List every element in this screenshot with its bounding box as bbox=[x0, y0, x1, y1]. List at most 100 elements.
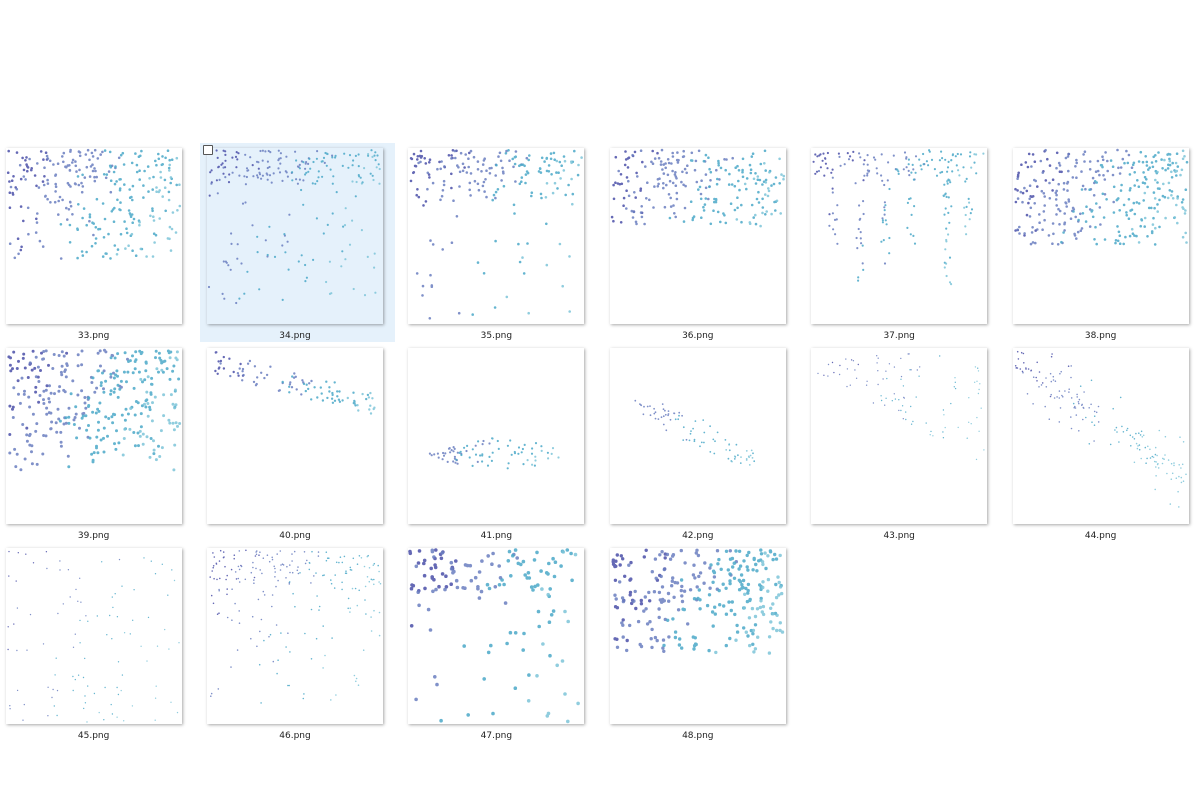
confetti-dots bbox=[210, 550, 320, 697]
confetti-dots bbox=[410, 149, 471, 207]
confetti-dots bbox=[346, 391, 376, 415]
file-item[interactable]: 34.png bbox=[200, 143, 395, 342]
file-name: 37.png bbox=[883, 331, 915, 341]
confetti-dots bbox=[1013, 150, 1070, 237]
confetti-dots bbox=[209, 549, 260, 615]
file-name: 39.png bbox=[77, 531, 110, 541]
file-name: 36.png bbox=[682, 331, 714, 341]
thumbnail bbox=[5, 148, 182, 324]
file-item[interactable]: 47.png bbox=[401, 543, 596, 742]
file-item[interactable]: 41.png bbox=[401, 343, 596, 542]
thumbnail bbox=[408, 548, 585, 724]
file-item[interactable]: 35.png bbox=[401, 143, 596, 342]
file-item[interactable]: 42.png bbox=[603, 343, 798, 542]
thumbnail-image bbox=[817, 353, 985, 461]
file-item[interactable]: 33.png bbox=[0, 143, 194, 342]
thumbnail bbox=[609, 148, 786, 324]
thumbnail-image bbox=[214, 351, 376, 415]
thumbnail bbox=[811, 148, 988, 324]
file-item[interactable]: 43.png bbox=[804, 343, 999, 542]
thumbnail bbox=[5, 348, 182, 524]
thumbnail bbox=[207, 548, 383, 724]
file-name: 41.png bbox=[480, 531, 513, 541]
confetti-dots bbox=[880, 355, 979, 439]
confetti-dots bbox=[7, 550, 47, 651]
confetti-dots bbox=[121, 350, 181, 472]
thumbnail-image bbox=[611, 548, 784, 655]
confetti-dots bbox=[471, 149, 580, 316]
file-name: 45.png bbox=[77, 731, 110, 741]
confetti-dots bbox=[857, 149, 978, 282]
confetti-dots bbox=[943, 152, 985, 286]
thumbnail-image bbox=[6, 148, 181, 260]
thumbnail bbox=[408, 148, 585, 324]
thumbnail bbox=[5, 548, 182, 724]
confetti-dots bbox=[617, 148, 734, 226]
confetti-dots bbox=[713, 551, 784, 655]
file-item[interactable]: 39.png bbox=[0, 343, 194, 542]
file-item[interactable]: 45.png bbox=[0, 543, 194, 742]
confetti-dots bbox=[322, 555, 382, 701]
confetti-dots bbox=[1133, 429, 1187, 508]
thumbnail bbox=[811, 348, 988, 524]
thumbnail-image bbox=[7, 550, 180, 723]
confetti-dots bbox=[668, 149, 781, 226]
confetti-dots bbox=[8, 558, 120, 721]
confetti-dots bbox=[429, 439, 491, 465]
file-item[interactable]: 36.png bbox=[603, 143, 798, 342]
thumbnail-image bbox=[209, 549, 382, 704]
thumbnail bbox=[408, 348, 585, 524]
confetti-dots bbox=[611, 548, 667, 643]
thumbnail-image bbox=[812, 149, 985, 286]
thumbnail-image bbox=[408, 548, 581, 724]
thumbnail bbox=[609, 348, 786, 524]
file-name: 40.png bbox=[279, 531, 311, 541]
confetti-dots bbox=[1021, 365, 1100, 442]
confetti-dots bbox=[6, 149, 48, 252]
confetti-dots bbox=[325, 153, 381, 297]
confetti-dots bbox=[58, 349, 180, 469]
thumbnail bbox=[609, 548, 786, 724]
file-item[interactable]: 46.png bbox=[200, 543, 395, 742]
file-item[interactable]: 48.png bbox=[603, 543, 798, 742]
confetti-dots bbox=[1072, 379, 1156, 464]
confetti-dots bbox=[662, 548, 783, 653]
file-name: 42.png bbox=[682, 531, 714, 541]
confetti-dots bbox=[1014, 350, 1069, 398]
confetti-dots bbox=[735, 157, 785, 228]
confetti-dots bbox=[115, 156, 181, 258]
file-name: 47.png bbox=[480, 731, 513, 741]
file-name: 48.png bbox=[682, 731, 714, 741]
thumbnail-image bbox=[634, 399, 755, 466]
file-name: 34.png bbox=[279, 331, 311, 341]
thumbnail bbox=[1012, 148, 1189, 324]
confetti-dots bbox=[219, 359, 313, 396]
confetti-dots bbox=[526, 447, 560, 466]
confetti-dots bbox=[823, 359, 860, 376]
confetti-dots bbox=[85, 579, 180, 723]
confetti-dots bbox=[8, 148, 121, 260]
file-item[interactable]: 40.png bbox=[200, 343, 395, 542]
file-item[interactable]: 37.png bbox=[804, 143, 999, 342]
confetti-dots bbox=[208, 149, 260, 197]
confetti-dots bbox=[634, 399, 688, 441]
file-name: 43.png bbox=[883, 531, 915, 541]
confetti-dots bbox=[505, 156, 584, 315]
confetti-dots bbox=[725, 444, 754, 466]
confetti-dots bbox=[812, 150, 866, 216]
confetti-dots bbox=[416, 149, 529, 320]
file-name: 46.png bbox=[279, 731, 311, 741]
confetti-dots bbox=[610, 149, 659, 224]
confetti-dots bbox=[53, 557, 173, 721]
select-checkbox[interactable] bbox=[203, 145, 213, 155]
confetti-dots bbox=[281, 375, 370, 407]
thumbnail bbox=[1012, 348, 1189, 524]
confetti-dots bbox=[207, 149, 334, 305]
confetti-dots bbox=[214, 351, 245, 377]
file-item[interactable]: 38.png bbox=[1006, 143, 1200, 342]
thumbnail-image bbox=[410, 149, 584, 320]
confetti-dots bbox=[439, 548, 575, 723]
file-item[interactable]: 44.png bbox=[1006, 343, 1200, 542]
confetti-dots bbox=[818, 151, 926, 265]
